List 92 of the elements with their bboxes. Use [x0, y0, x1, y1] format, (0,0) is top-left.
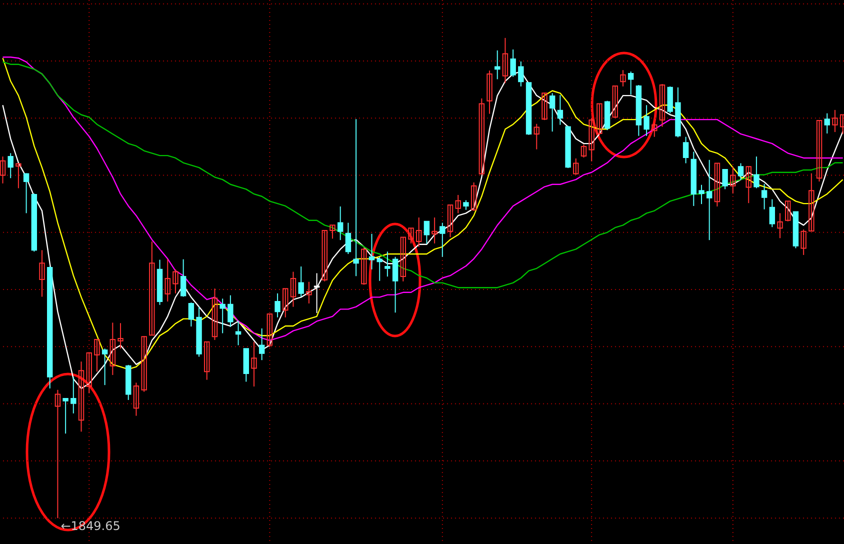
candlestick — [769, 198, 776, 228]
candlestick — [502, 37, 508, 84]
candlestick — [652, 122, 658, 138]
candlestick — [16, 162, 22, 189]
candlestick — [628, 71, 634, 96]
candlestick — [353, 118, 359, 277]
candlestick — [706, 159, 712, 241]
candlestick — [345, 222, 352, 254]
candlestick — [164, 258, 170, 302]
candlestick — [368, 233, 375, 270]
candlestick — [470, 182, 477, 212]
candlestick — [424, 220, 430, 244]
candlestick — [220, 298, 226, 334]
candlestick — [557, 94, 564, 126]
candlestick — [644, 104, 650, 136]
candlestick — [730, 166, 736, 194]
candlestick — [266, 314, 273, 348]
candlestick — [180, 258, 186, 298]
candlestick — [251, 341, 257, 388]
candlestick — [808, 172, 814, 232]
candlestick — [384, 251, 390, 278]
candlestick — [149, 241, 155, 336]
candlestick — [518, 60, 524, 87]
candlestick — [39, 250, 45, 298]
candlestick — [23, 172, 30, 214]
candlestick — [141, 336, 147, 392]
candlestick — [549, 92, 556, 132]
candlestick — [596, 103, 602, 136]
candlestick — [832, 109, 838, 133]
candlestick — [228, 294, 234, 328]
candlestick — [78, 361, 84, 432]
candlestick — [172, 268, 178, 294]
candlestick — [70, 376, 76, 414]
candlestick — [94, 338, 100, 372]
candlestick — [110, 322, 116, 376]
candlestick — [416, 217, 422, 248]
candlestick — [188, 302, 194, 327]
candlestick — [698, 184, 704, 205]
candlestick — [282, 288, 288, 318]
candlestick — [8, 152, 14, 179]
candlestick — [682, 136, 689, 164]
candlestick — [330, 224, 336, 240]
candlestick — [432, 217, 438, 244]
candlestick — [761, 183, 768, 210]
candlestick — [0, 156, 6, 184]
candlestick — [408, 228, 414, 244]
candlestick — [478, 98, 485, 176]
candlestick — [494, 50, 500, 80]
candlestick — [588, 118, 594, 162]
candlestick — [400, 236, 406, 282]
candlestick — [204, 341, 210, 380]
candlestick — [62, 398, 68, 434]
candlestick — [542, 92, 548, 121]
candlestick — [738, 162, 744, 181]
candlestick — [777, 212, 783, 239]
candlestick — [298, 266, 304, 298]
candlestick — [314, 272, 320, 314]
candlestick — [455, 194, 461, 214]
candlestick — [746, 166, 752, 204]
candlestick — [337, 206, 344, 241]
candlestick — [86, 352, 92, 394]
candlestick — [212, 288, 218, 340]
candlestick — [824, 112, 830, 134]
candlestick — [580, 144, 587, 158]
candlestick — [659, 84, 666, 128]
candlestick — [392, 256, 398, 314]
candlestick — [620, 70, 626, 87]
candlestick — [54, 389, 61, 519]
candlestick — [290, 271, 296, 308]
candlestick — [722, 168, 728, 190]
candlestick — [463, 200, 469, 210]
candlestick — [510, 48, 516, 78]
candlestick — [258, 328, 265, 361]
candlestick — [322, 230, 328, 282]
candlestick — [754, 156, 760, 189]
candlestick — [376, 256, 382, 282]
candlestick — [714, 162, 720, 207]
candlestick — [440, 222, 446, 258]
candlestick — [102, 348, 108, 386]
candlestick — [118, 322, 124, 350]
candlestick — [133, 382, 140, 416]
candlestick — [306, 281, 312, 304]
candlestick — [361, 247, 367, 286]
candlestick — [612, 85, 618, 119]
candlestick — [800, 229, 806, 256]
candlestick — [816, 120, 822, 182]
candlestick — [573, 158, 579, 176]
candlestick — [274, 292, 280, 318]
candlestick — [486, 70, 492, 114]
candlestick — [534, 123, 540, 150]
candlestick — [447, 204, 454, 238]
candlestick — [785, 200, 791, 222]
